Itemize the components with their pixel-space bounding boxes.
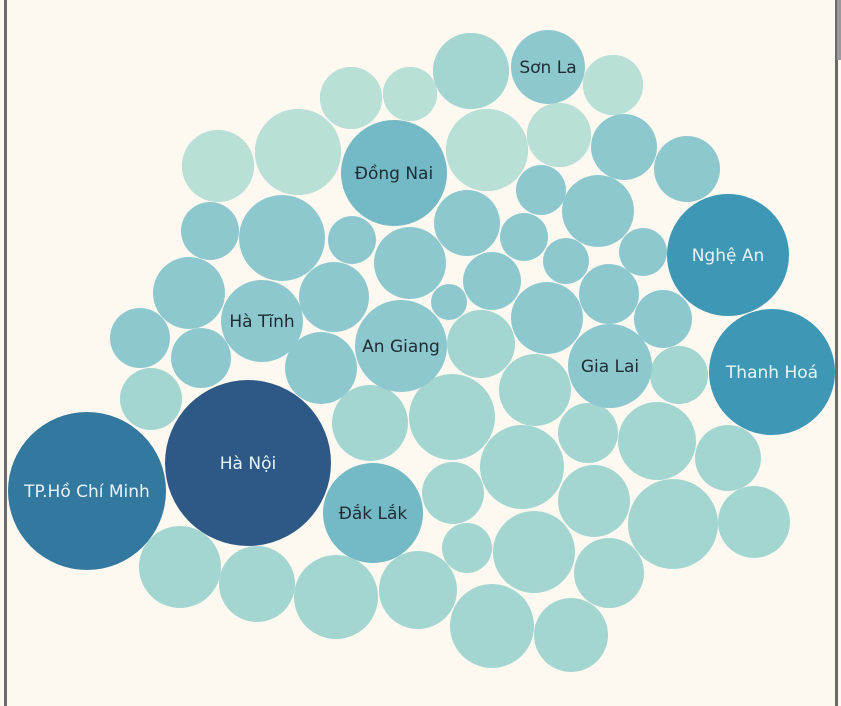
bubble[interactable] (516, 165, 566, 215)
bubble[interactable] (171, 328, 231, 388)
bubble[interactable] (285, 332, 357, 404)
bubble[interactable] (153, 257, 225, 329)
bubble[interactable] (499, 354, 571, 426)
bubble[interactable] (618, 402, 696, 480)
bubble-labeled[interactable] (568, 324, 652, 408)
bubble[interactable] (120, 368, 182, 430)
bubble[interactable] (574, 538, 644, 608)
bubble[interactable] (182, 130, 254, 202)
bubble-layer (8, 30, 835, 672)
bubble[interactable] (219, 546, 295, 622)
bubble[interactable] (579, 264, 639, 324)
scrollbar-thumb[interactable] (837, 0, 841, 60)
bubble[interactable] (583, 55, 643, 115)
bubble[interactable] (493, 511, 575, 593)
bubble[interactable] (379, 551, 457, 629)
bubble[interactable] (409, 374, 495, 460)
bubble[interactable] (527, 103, 591, 167)
bubble-label: An Giang (362, 337, 440, 357)
bubble[interactable] (634, 290, 692, 348)
bubble[interactable] (695, 425, 761, 491)
bubble[interactable] (383, 67, 437, 121)
bubble-label: Đắk Lắk (339, 503, 408, 524)
bubble[interactable] (543, 238, 589, 284)
bubble[interactable] (654, 136, 720, 202)
bubble[interactable] (480, 425, 564, 509)
bubble-label: Nghệ An (692, 246, 765, 266)
bubble[interactable] (500, 213, 548, 261)
bubble[interactable] (239, 195, 325, 281)
bubble[interactable] (447, 310, 515, 378)
bubble[interactable] (320, 67, 382, 129)
bubble-label: Hà Tĩnh (229, 312, 294, 332)
bubble-labeled[interactable] (165, 380, 331, 546)
bubble[interactable] (511, 282, 583, 354)
bubble[interactable] (446, 109, 528, 191)
bubble-label: Thanh Hoá (725, 363, 818, 383)
bubble[interactable] (558, 403, 618, 463)
bubble[interactable] (463, 252, 521, 310)
bubble[interactable] (558, 465, 630, 537)
bubble-label: Gia Lai (581, 357, 639, 377)
bubble[interactable] (332, 385, 408, 461)
bubble[interactable] (450, 584, 534, 668)
bubble[interactable] (374, 227, 446, 299)
bubble[interactable] (434, 190, 500, 256)
bubble[interactable] (433, 33, 509, 109)
bubble[interactable] (628, 479, 718, 569)
bubble[interactable] (431, 284, 467, 320)
bubble[interactable] (534, 598, 608, 672)
label-layer: Hà Nội TP.Hồ Chí Minh Thanh Hoá Nghệ An Đồng… (23, 58, 818, 524)
bubble-labeled[interactable] (323, 463, 423, 563)
bubble[interactable] (718, 486, 790, 558)
bubble-labeled[interactable] (341, 120, 447, 226)
bubble-labeled[interactable] (667, 194, 789, 316)
bubble-labeled[interactable] (8, 412, 166, 570)
bubble-label: Đồng Nai (355, 163, 433, 184)
bubble-label: Hà Nội (220, 454, 276, 474)
bubble-labeled[interactable] (709, 309, 835, 435)
bubble[interactable] (619, 228, 667, 276)
bubble[interactable] (650, 346, 708, 404)
bubble-label: TP.Hồ Chí Minh (23, 481, 150, 502)
bubble[interactable] (562, 175, 634, 247)
bubble-labeled[interactable] (511, 30, 585, 104)
bubble[interactable] (139, 526, 221, 608)
bubble[interactable] (294, 555, 378, 639)
bubble-labeled[interactable] (221, 280, 303, 362)
bubble[interactable] (110, 308, 170, 368)
bubble[interactable] (181, 202, 239, 260)
bubble[interactable] (299, 262, 369, 332)
bubble-label: Sơn La (519, 58, 576, 78)
bubble[interactable] (422, 462, 484, 524)
bubble[interactable] (591, 114, 657, 180)
bubble[interactable] (328, 216, 376, 264)
bubble[interactable] (442, 523, 492, 573)
bubble-labeled[interactable] (355, 300, 447, 392)
bubble[interactable] (255, 109, 341, 195)
